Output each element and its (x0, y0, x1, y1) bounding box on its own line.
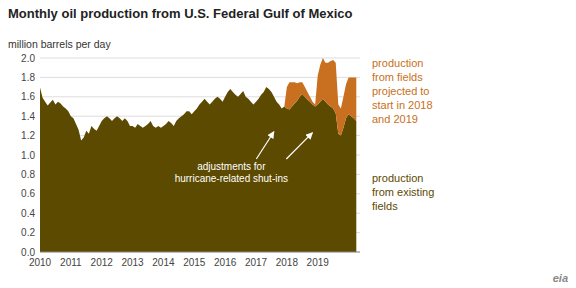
x-axis-line (40, 252, 360, 253)
x-tick-label: 2014 (152, 257, 175, 268)
series-label: productionfrom existingfields (372, 172, 434, 212)
annotation-arrow (286, 133, 312, 159)
grid (40, 58, 360, 252)
y-tick-label: 1.2 (21, 130, 35, 141)
series-label: productionfrom fieldsprojected tostart i… (372, 57, 433, 125)
title: Monthly oil production from U.S. Federal… (8, 6, 353, 21)
y-tick-label: 1.8 (21, 72, 35, 83)
y-tick-label: 0.0 (21, 247, 35, 258)
plot-area (40, 58, 356, 252)
y-tick-label: 0.2 (21, 227, 35, 238)
chart: Monthly oil production from U.S. Federal… (0, 0, 576, 288)
x-tick-label: 2015 (183, 257, 206, 268)
grid-line (40, 252, 360, 253)
y-tick-label: 0.6 (21, 188, 35, 199)
annotation: adjustments forhurricane-related shut-in… (175, 161, 288, 184)
x-tick-label: 2017 (245, 257, 268, 268)
y-axis-label: million barrels per day (8, 38, 111, 50)
x-tick-label: 2013 (121, 257, 144, 268)
source-logo: eia (553, 272, 568, 284)
y-tick-label: 0.4 (21, 208, 35, 219)
x-tick-label: 2019 (307, 257, 330, 268)
grid-line (40, 96, 360, 97)
x-tick-label: 2016 (214, 257, 237, 268)
grid-line (40, 58, 360, 59)
x-tick-label: 2018 (276, 257, 299, 268)
y-tick-label: 0.8 (21, 169, 35, 180)
y-tick-label: 1.0 (21, 150, 35, 161)
y-tick-label: 2.0 (21, 53, 35, 64)
y-tick-label: 1.6 (21, 91, 35, 102)
annotation-arrow (256, 132, 274, 159)
area (40, 58, 356, 140)
grid-line (40, 77, 360, 78)
x-tick-label: 2012 (91, 257, 114, 268)
y-tick-label: 1.4 (21, 111, 35, 122)
x-tick-label: 2011 (60, 257, 82, 268)
area (40, 87, 356, 252)
x-tick-label: 2010 (29, 257, 52, 268)
